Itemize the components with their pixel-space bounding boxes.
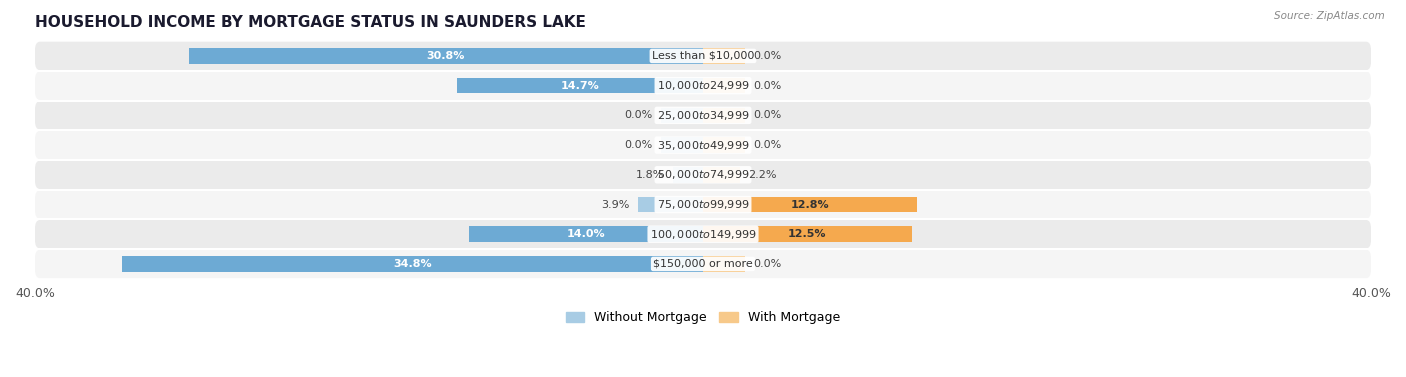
Bar (661, 108, 703, 123)
Text: 0.0%: 0.0% (624, 140, 652, 150)
FancyBboxPatch shape (35, 220, 1371, 248)
Bar (703, 227, 911, 242)
Text: $50,000 to $74,999: $50,000 to $74,999 (657, 168, 749, 181)
Text: 30.8%: 30.8% (426, 51, 465, 61)
Bar (638, 197, 703, 212)
Text: $35,000 to $49,999: $35,000 to $49,999 (657, 139, 749, 152)
Text: 0.0%: 0.0% (624, 110, 652, 120)
Bar (470, 227, 703, 242)
Text: 34.8%: 34.8% (394, 259, 432, 269)
Text: 0.0%: 0.0% (754, 51, 782, 61)
Text: Source: ZipAtlas.com: Source: ZipAtlas.com (1274, 11, 1385, 21)
Bar (703, 48, 745, 64)
Text: $75,000 to $99,999: $75,000 to $99,999 (657, 198, 749, 211)
Bar (703, 137, 745, 153)
Text: 14.0%: 14.0% (567, 229, 606, 239)
Text: 14.7%: 14.7% (561, 81, 599, 90)
Bar (661, 137, 703, 153)
Text: $150,000 or more: $150,000 or more (654, 259, 752, 269)
Text: HOUSEHOLD INCOME BY MORTGAGE STATUS IN SAUNDERS LAKE: HOUSEHOLD INCOME BY MORTGAGE STATUS IN S… (35, 15, 586, 30)
Text: $10,000 to $24,999: $10,000 to $24,999 (657, 79, 749, 92)
Text: 2.2%: 2.2% (748, 170, 776, 180)
Bar (703, 78, 745, 93)
Bar (703, 108, 745, 123)
Bar (188, 48, 703, 64)
Bar (703, 197, 917, 212)
Bar (673, 167, 703, 182)
Bar (457, 78, 703, 93)
Text: 12.5%: 12.5% (789, 229, 827, 239)
Bar (703, 167, 740, 182)
FancyBboxPatch shape (35, 250, 1371, 278)
Text: 12.8%: 12.8% (790, 199, 830, 210)
FancyBboxPatch shape (35, 161, 1371, 189)
Text: Less than $10,000: Less than $10,000 (652, 51, 754, 61)
FancyBboxPatch shape (35, 101, 1371, 130)
FancyBboxPatch shape (35, 71, 1371, 100)
FancyBboxPatch shape (35, 42, 1371, 70)
FancyBboxPatch shape (35, 131, 1371, 159)
Bar (703, 256, 745, 272)
Bar (122, 256, 703, 272)
Text: 3.9%: 3.9% (602, 199, 630, 210)
Text: 0.0%: 0.0% (754, 81, 782, 90)
Text: 0.0%: 0.0% (754, 140, 782, 150)
Text: 0.0%: 0.0% (754, 110, 782, 120)
Text: $25,000 to $34,999: $25,000 to $34,999 (657, 109, 749, 122)
Text: $100,000 to $149,999: $100,000 to $149,999 (650, 228, 756, 241)
FancyBboxPatch shape (35, 190, 1371, 219)
Legend: Without Mortgage, With Mortgage: Without Mortgage, With Mortgage (561, 306, 845, 329)
Text: 0.0%: 0.0% (754, 259, 782, 269)
Text: 1.8%: 1.8% (636, 170, 665, 180)
